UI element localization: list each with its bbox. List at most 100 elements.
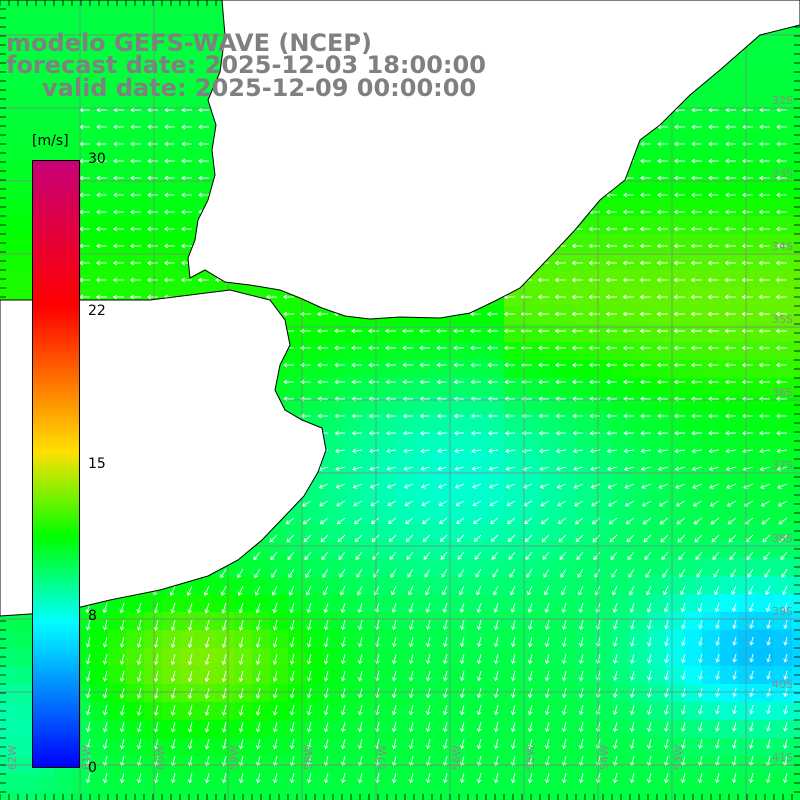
field-cell — [630, 576, 649, 595]
field-cell — [108, 18, 127, 37]
field-cell — [612, 594, 631, 613]
field-cell — [720, 270, 739, 289]
field-cell — [576, 792, 595, 800]
field-cell — [738, 126, 757, 145]
field-cell — [378, 666, 397, 685]
field-cell — [612, 198, 631, 217]
wind-arrow — [305, 568, 312, 579]
wind-arrow — [163, 260, 175, 266]
field-cell — [792, 162, 800, 181]
wind-arrow — [130, 209, 141, 215]
wind-arrow — [673, 294, 685, 300]
field-cell — [540, 288, 559, 307]
wind-arrow — [476, 619, 482, 631]
field-cell — [90, 72, 109, 91]
wind-arrow — [493, 636, 499, 648]
field-cell — [144, 738, 163, 757]
field-cell — [720, 756, 739, 775]
field-cell — [378, 414, 397, 433]
field-cell — [792, 594, 800, 613]
field-cell — [360, 504, 379, 523]
wind-arrow — [710, 517, 720, 525]
wind-arrow — [724, 379, 736, 385]
wind-arrow — [493, 704, 499, 716]
wind-arrow — [163, 243, 175, 249]
field-cell — [792, 756, 800, 775]
field-cell — [702, 702, 721, 721]
wind-arrow — [136, 687, 142, 699]
field-cell — [504, 450, 523, 469]
field-cell — [486, 558, 505, 577]
field-cell — [594, 720, 613, 739]
field-cell — [774, 738, 793, 757]
wind-arrow — [625, 517, 635, 525]
field-cell — [162, 216, 181, 235]
wind-arrow — [170, 687, 176, 700]
field-cell — [450, 414, 469, 433]
wind-arrow — [558, 534, 567, 543]
wind-arrow — [340, 619, 346, 631]
field-cell — [774, 360, 793, 379]
field-cell — [594, 684, 613, 703]
wind-arrow — [340, 704, 346, 716]
field-cell — [666, 612, 685, 631]
wind-arrow — [741, 311, 753, 317]
wind-arrow — [663, 772, 669, 784]
field-cell — [432, 702, 451, 721]
wind-arrow — [102, 602, 108, 614]
field-cell — [414, 756, 433, 775]
wind-arrow — [255, 636, 261, 648]
wind-arrow — [674, 124, 685, 130]
wind-arrow — [640, 175, 651, 181]
field-cell — [90, 216, 109, 235]
wind-arrow — [404, 500, 414, 507]
wind-arrow — [272, 636, 278, 648]
wind-arrow — [623, 448, 635, 454]
wind-arrow — [783, 704, 788, 715]
wind-arrow — [391, 619, 397, 631]
wind-arrow — [741, 260, 753, 266]
field-cell — [648, 396, 667, 415]
field-cell — [180, 144, 199, 163]
field-cell — [684, 432, 703, 451]
wind-arrow — [639, 311, 651, 317]
field-cell — [18, 0, 37, 19]
wind-arrow — [657, 141, 668, 147]
field-cell — [630, 630, 649, 649]
wind-arrow — [664, 670, 669, 681]
field-cell — [162, 252, 181, 271]
field-cell — [72, 0, 91, 19]
field-cell — [540, 486, 559, 505]
wind-arrow — [612, 772, 618, 784]
wind-arrow — [459, 602, 465, 613]
wind-arrow — [170, 636, 176, 649]
field-cell — [162, 648, 181, 667]
field-cell — [180, 18, 199, 37]
wind-arrow — [731, 602, 737, 613]
field-cell — [486, 450, 505, 469]
field-cell — [576, 486, 595, 505]
wind-arrow — [153, 670, 159, 683]
field-cell — [108, 126, 127, 145]
field-cell — [126, 126, 145, 145]
field-cell — [468, 612, 487, 631]
valid-date: valid date: 2025-12-09 00:00:00 — [42, 74, 477, 102]
wind-arrow — [527, 755, 533, 767]
wind-arrow — [488, 448, 499, 454]
field-cell — [162, 234, 181, 253]
field-cell — [504, 756, 523, 775]
field-cell — [72, 90, 91, 109]
land-west — [0, 289, 327, 617]
field-cell — [756, 648, 775, 667]
wind-arrow — [402, 345, 413, 351]
field-cell — [630, 774, 649, 793]
wind-arrow — [476, 636, 482, 648]
wind-arrow — [725, 430, 737, 436]
field-cell — [684, 612, 703, 631]
wind-arrow — [725, 466, 737, 472]
wind-arrow — [369, 448, 380, 454]
wind-arrow — [221, 602, 227, 614]
wind-arrow — [605, 277, 617, 283]
wind-arrow — [357, 670, 363, 682]
wind-arrow — [493, 772, 499, 784]
